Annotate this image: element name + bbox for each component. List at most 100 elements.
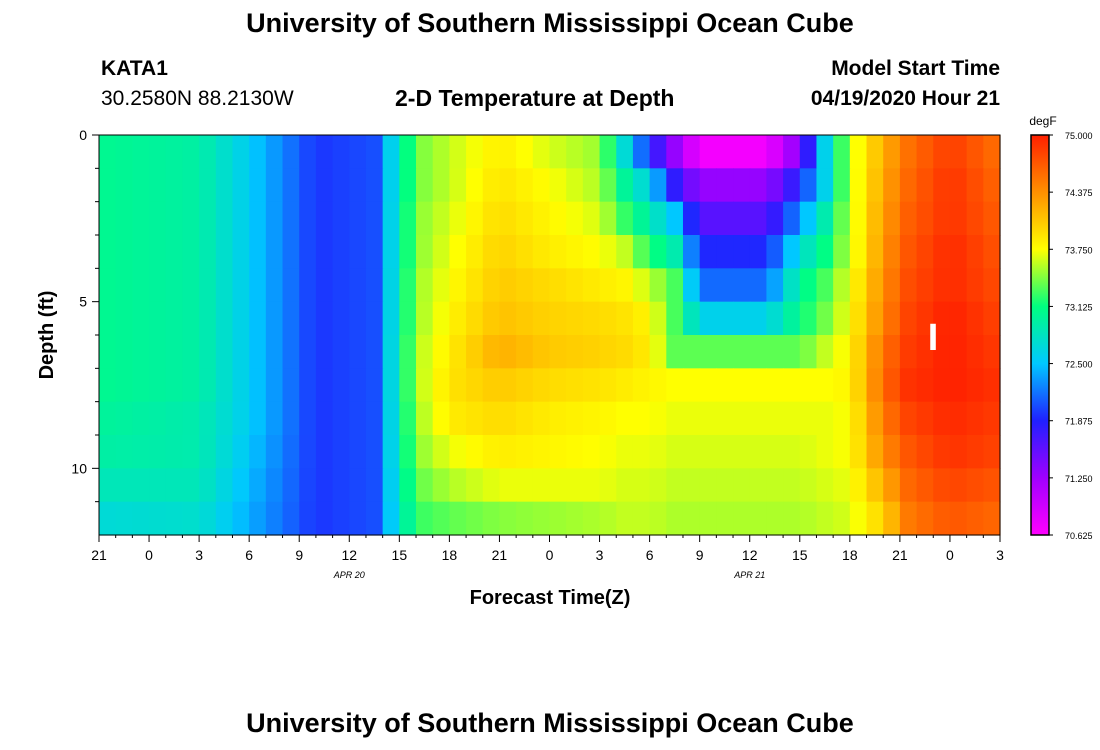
heatmap-cell (332, 435, 350, 469)
heatmap-cell (632, 301, 651, 336)
heatmap-cell (365, 235, 384, 269)
heatmap-cell (449, 401, 467, 436)
heatmap-cell (399, 468, 417, 503)
heatmap-cell (616, 501, 634, 536)
heatmap-cell (399, 501, 417, 536)
heatmap-cell (499, 401, 517, 436)
heatmap-cell (299, 135, 317, 169)
heatmap-cell (766, 435, 784, 469)
heatmap-cell (983, 435, 1001, 469)
heatmap-cell (149, 268, 167, 303)
heatmap-cell (699, 268, 717, 303)
heatmap-cell (365, 135, 384, 169)
heatmap-cell (349, 235, 367, 269)
heatmap-cell (966, 468, 984, 503)
heatmap-cell (149, 368, 167, 403)
heatmap-cell (232, 168, 250, 203)
heatmap-cell (432, 368, 450, 403)
heatmap-cell (99, 401, 117, 436)
heatmap-cell (766, 235, 784, 269)
heatmap-cell (232, 301, 250, 336)
heatmap-cell (749, 435, 768, 469)
heatmap-cell (849, 501, 868, 536)
heatmap-cell (332, 468, 350, 503)
heatmap-cell (866, 268, 884, 303)
heatmap-cell (866, 235, 884, 269)
heatmap-cell (866, 335, 884, 369)
heatmap-cell (682, 401, 701, 436)
heatmap-cell (149, 301, 167, 336)
heatmap-cell (716, 401, 734, 436)
heatmap-cell (916, 435, 934, 469)
heatmap-cell (949, 268, 968, 303)
heatmap-cell (616, 301, 634, 336)
heatmap-cell (516, 235, 534, 269)
heatmap-cell (749, 168, 768, 203)
heatmap-cell (699, 301, 717, 336)
heatmap-cell (282, 301, 300, 336)
heatmap-cell (332, 135, 350, 169)
heatmap-cell (99, 368, 117, 403)
heatmap-cell (182, 235, 200, 269)
heatmap-cell (866, 401, 884, 436)
heatmap-cell (632, 501, 651, 536)
heatmap-cell (866, 168, 884, 203)
heatmap-cell (833, 468, 851, 503)
y-axis-label: Depth (ft) (36, 291, 58, 380)
heatmap-cell (933, 201, 951, 236)
heatmap-cell (649, 268, 667, 303)
heatmap-cell (115, 135, 133, 169)
heatmap-cell (249, 368, 267, 403)
heatmap-cell (399, 168, 417, 203)
heatmap-cell (599, 468, 617, 503)
heatmap-cell (682, 368, 701, 403)
heatmap-cell (432, 201, 450, 236)
heatmap-cell (833, 401, 851, 436)
heatmap-cell (682, 235, 701, 269)
heatmap-cell (315, 468, 334, 503)
heatmap-cell (899, 435, 918, 469)
heatmap-cell (799, 335, 818, 369)
heatmap-cell (933, 168, 951, 203)
heatmap-cell (232, 201, 250, 236)
heatmap-cell (215, 135, 234, 169)
heatmap-cell (199, 368, 217, 403)
heatmap-cell (599, 435, 617, 469)
heatmap-cell (599, 368, 617, 403)
heatmap-cell (766, 135, 784, 169)
heatmap-cell (766, 268, 784, 303)
heatmap-cell (416, 268, 434, 303)
station-id: KATA1 (101, 57, 168, 80)
heatmap-cell (132, 168, 150, 203)
heatmap-cell (833, 435, 851, 469)
heatmap-cell (299, 168, 317, 203)
heatmap-cell (966, 235, 984, 269)
heatmap-cell (532, 201, 551, 236)
heatmap-cell (966, 335, 984, 369)
heatmap-cell (716, 335, 734, 369)
heatmap-cell (165, 335, 184, 369)
heatmap-cell (215, 201, 234, 236)
heatmap-cell (449, 135, 467, 169)
heatmap-cell (282, 135, 300, 169)
x-tick-label: 0 (546, 547, 554, 563)
heatmap-cell (749, 201, 768, 236)
heatmap-cell (899, 368, 918, 403)
heatmap-cell (482, 201, 501, 236)
heatmap-cell (482, 401, 501, 436)
heatmap-cell (449, 368, 467, 403)
date-label: APR 20 (333, 570, 365, 580)
heatmap-cell (783, 368, 801, 403)
heatmap-cell (199, 235, 217, 269)
heatmap-cell (432, 235, 450, 269)
heatmap-cell (883, 501, 901, 536)
heatmap-cell (449, 301, 467, 336)
heatmap-cell (499, 501, 517, 536)
heatmap-cell (532, 501, 551, 536)
heatmap-cell (966, 401, 984, 436)
heatmap-cell (249, 435, 267, 469)
heatmap-cell (265, 301, 284, 336)
heatmap-cell (566, 235, 584, 269)
heatmap-cell (516, 168, 534, 203)
heatmap-cell (332, 335, 350, 369)
